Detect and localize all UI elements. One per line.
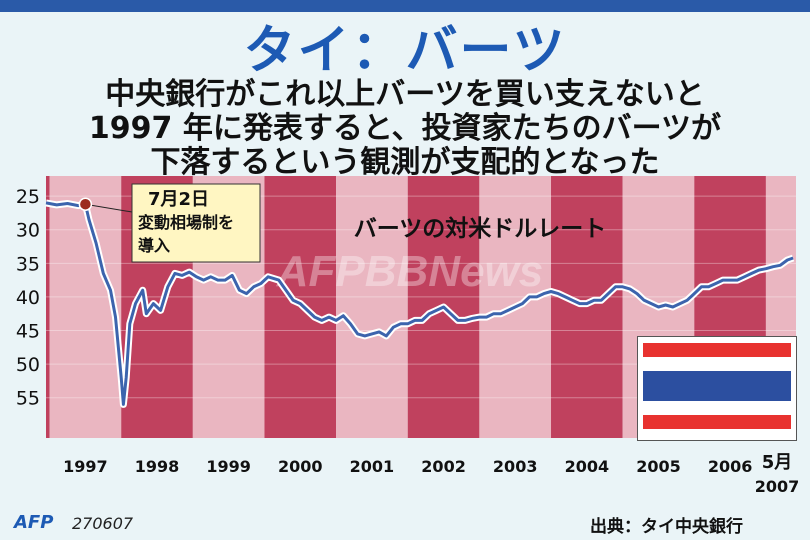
x-tick-label: 2001 (350, 457, 395, 476)
watermark: AFPBBNews (276, 247, 544, 296)
y-tick-label: 25 (16, 186, 40, 208)
x-tick-label: 2007 (755, 477, 800, 496)
subtitle: 中央銀行がこれ以上バーツを買い支えないと 1997 年に発表すると、投資家たちの… (0, 78, 810, 180)
x-tick-label: 5月 (762, 452, 793, 473)
y-tick-label: 30 (16, 220, 40, 242)
page-title: タイ：バーツ (243, 21, 567, 81)
x-tick-label: 1999 (206, 457, 251, 476)
source-credit: 出典：タイ中央銀行 (590, 517, 743, 537)
y-tick-label: 45 (16, 321, 40, 343)
y-tick-label: 40 (16, 287, 40, 309)
thailand-flag-icon (637, 336, 797, 441)
annotation-box (131, 183, 261, 263)
series-line (45, 201, 794, 406)
top-bar (0, 0, 810, 12)
afp-logo: AFP (14, 512, 54, 533)
x-tick-label: 2004 (565, 457, 610, 476)
y-tick-label: 50 (16, 354, 40, 376)
chart-title: バーツの対米ドルレート (354, 216, 607, 242)
x-tick-label: 2005 (636, 457, 681, 476)
subtitle-line-3: 下落するという観測が支配的となった (150, 145, 660, 180)
x-axis: 1997 1998 1999 2000 2001 2002 2003 2004 2005 2006… (63, 452, 799, 496)
x-tick-label: 2003 (493, 457, 538, 476)
y-tick-label: 55 (16, 388, 40, 410)
flag-stripe (643, 343, 791, 357)
graphic-code: 270607 (72, 514, 134, 533)
x-tick-label: 2006 (708, 457, 753, 476)
year-band (46, 176, 50, 438)
x-tick-label: 1998 (135, 457, 180, 476)
subtitle-line-2: 1997 年に発表すると、投資家たちのバーツが (88, 111, 722, 146)
flag-stripe (643, 415, 791, 429)
x-tick-label: 2000 (278, 457, 323, 476)
x-tick-label: 1997 (63, 457, 108, 476)
flag-stripe (643, 371, 791, 401)
annotation-text: 7月2日 (148, 189, 209, 210)
flag-stripe (643, 357, 791, 371)
flag-stripe (643, 401, 791, 415)
year-band (49, 176, 122, 438)
annotation-marker (78, 197, 93, 211)
annotation-text: 変動相場制を (138, 213, 234, 232)
annotation-text: 導入 (138, 236, 170, 255)
annotation-leader (85, 203, 133, 213)
subtitle-line-1: 中央銀行がこれ以上バーツを買い支えないと (105, 77, 705, 112)
y-tick-label: 35 (16, 253, 40, 275)
year-band (336, 176, 408, 438)
series-layer (45, 199, 795, 408)
x-tick-label: 2002 (421, 457, 466, 476)
